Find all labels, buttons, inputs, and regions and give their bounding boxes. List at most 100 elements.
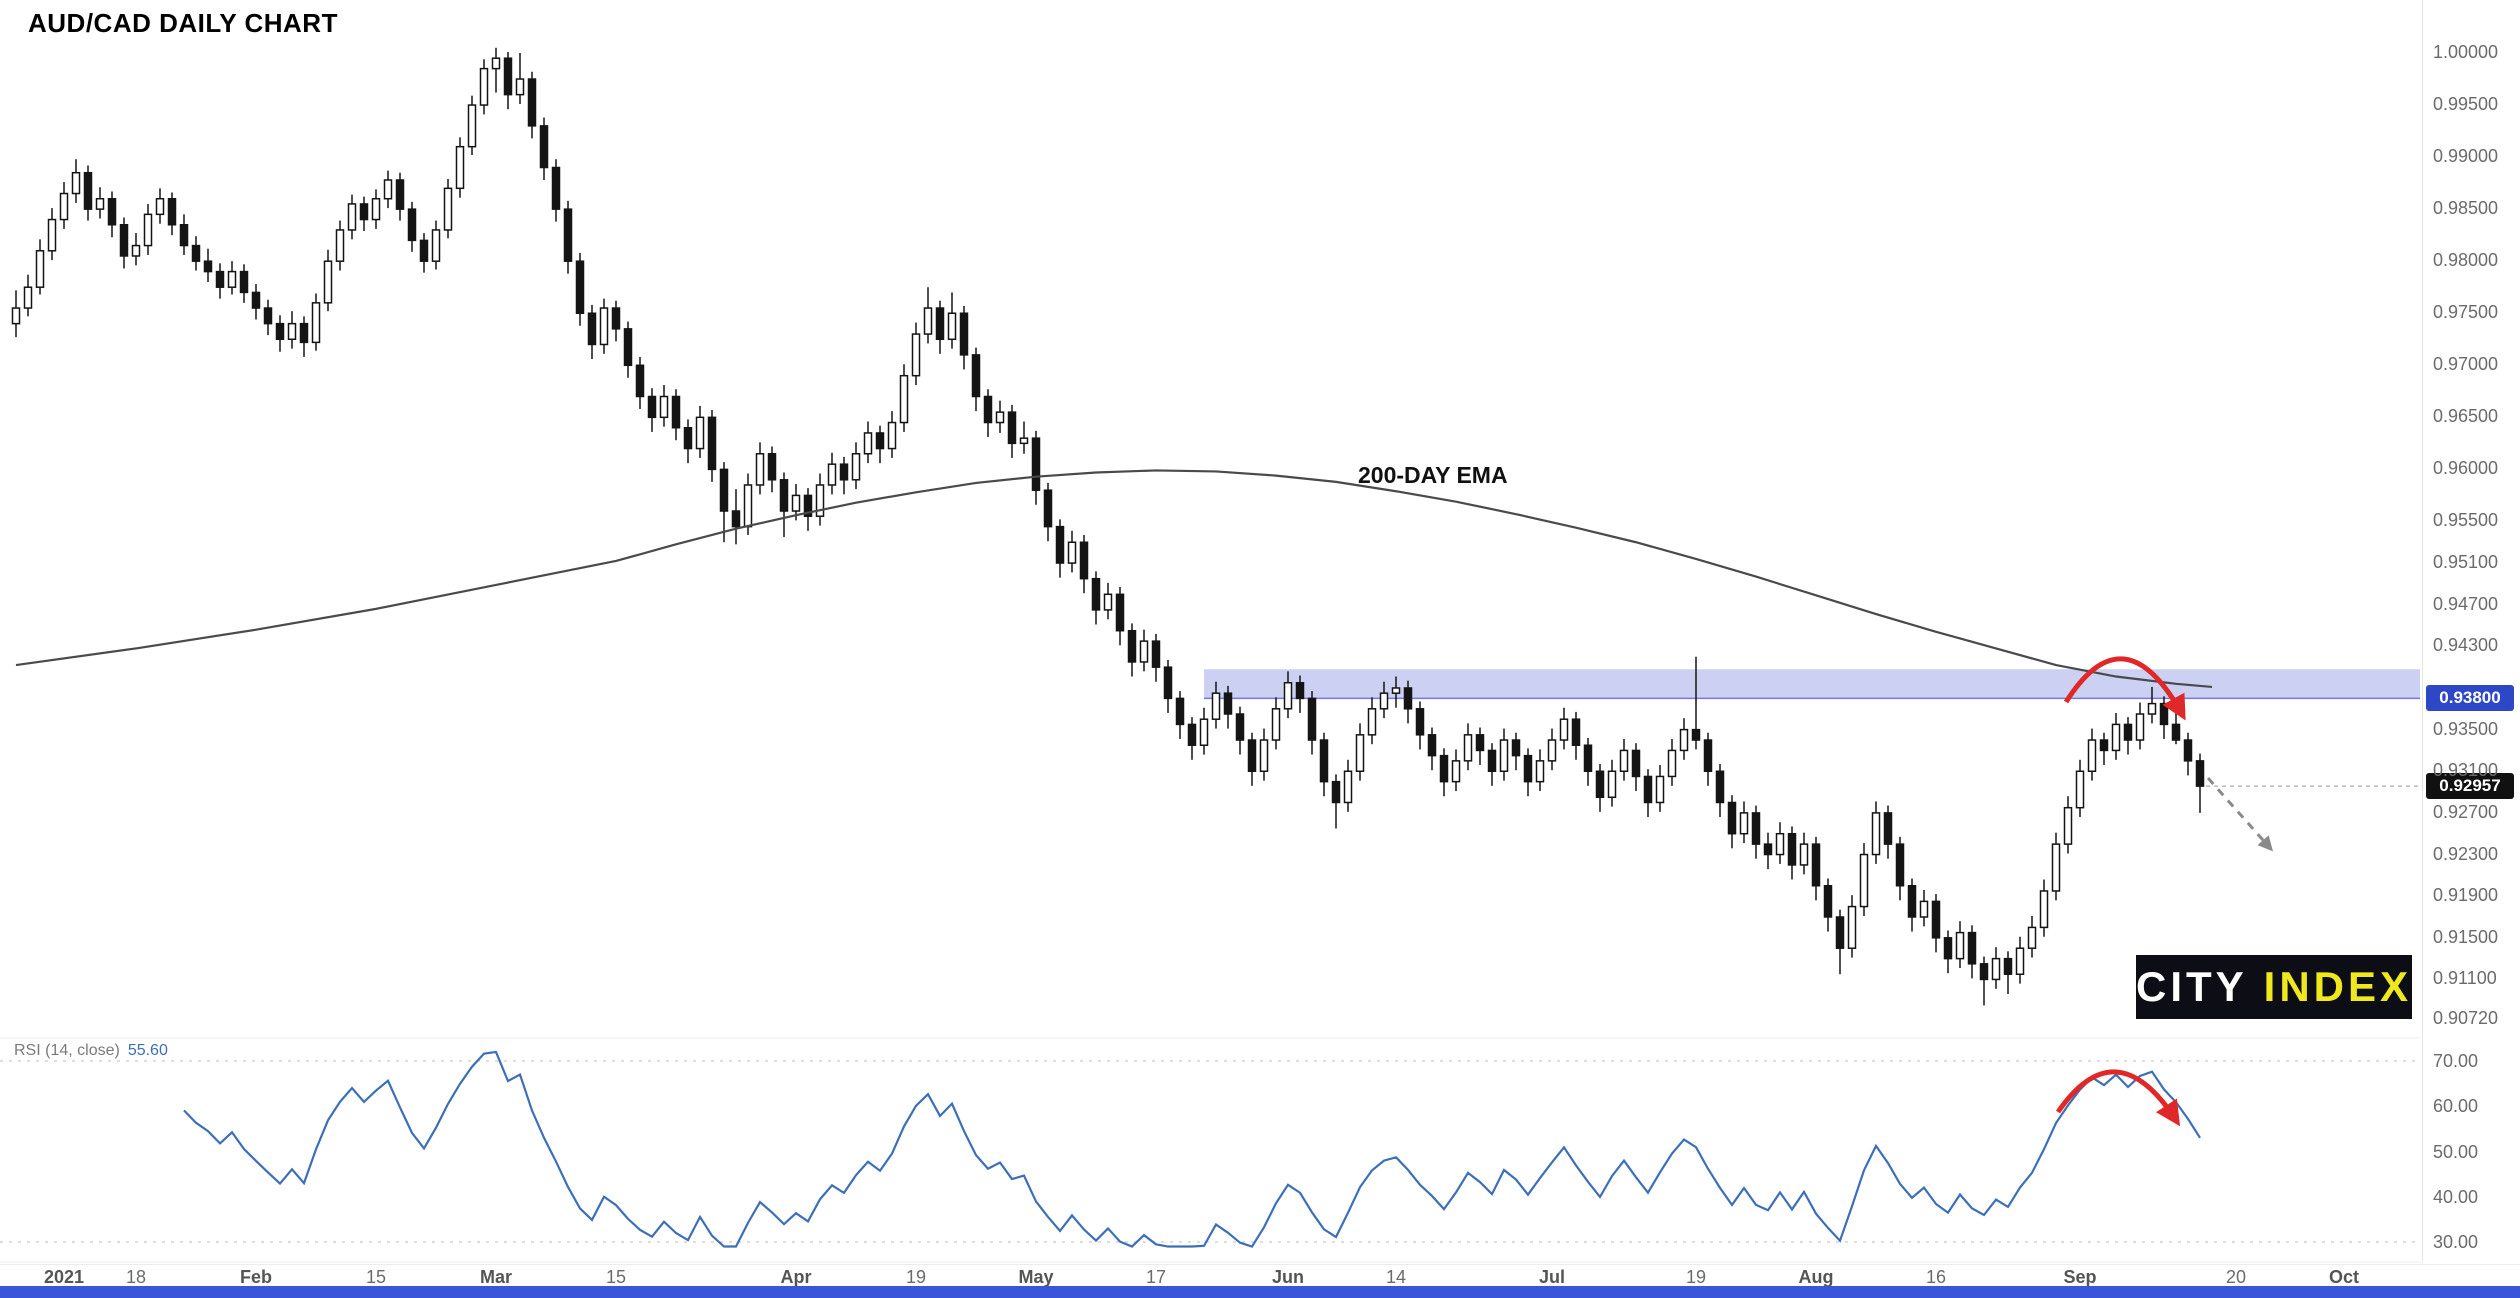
price-axis[interactable]: 0.93800 0.92957 1.00000 0.99500 0.99000 0.9… xyxy=(2422,0,2520,1262)
ema-overlay[interactable] xyxy=(15,469,2213,689)
candle-body xyxy=(1439,754,1449,783)
candle-body xyxy=(2159,702,2169,726)
resistance-price-badge: 0.93800 xyxy=(2426,685,2514,712)
candle-body xyxy=(2111,723,2121,752)
candle-body xyxy=(443,187,453,231)
candle-body xyxy=(1031,437,1041,491)
candle-body xyxy=(1931,900,1941,939)
candle-body xyxy=(1295,682,1305,700)
candle-body xyxy=(947,312,957,341)
candle-body xyxy=(1055,525,1065,564)
time-axis[interactable]: 2021 18 Feb 15 Mar 15 Apr 19 May 17 Jun 14 Jul 19 Aug 1… xyxy=(0,1264,2520,1287)
candle-body xyxy=(455,145,465,190)
candle-body xyxy=(371,197,381,221)
candle-body xyxy=(407,208,417,242)
candle-body xyxy=(1427,734,1437,757)
candle-body xyxy=(1535,760,1545,783)
candle-body xyxy=(167,197,177,226)
candle-body xyxy=(1307,697,1317,741)
rsi-indicator-label[interactable]: RSI (14, close) 55.60 xyxy=(14,1042,168,1060)
candle-body xyxy=(1355,734,1365,773)
candle-body xyxy=(611,307,621,330)
candle-body xyxy=(743,484,753,528)
candle-body xyxy=(23,286,33,309)
price-tick-label: 0.99000 xyxy=(2433,146,2499,167)
candle-body xyxy=(1847,905,1857,949)
logo-word-index: INDEX xyxy=(2263,963,2413,1010)
logo-word-city: CITY xyxy=(2135,963,2248,1010)
candle-body xyxy=(71,171,81,195)
candle-body xyxy=(1283,682,1293,710)
candle-body xyxy=(1871,812,1881,856)
candle-body xyxy=(1475,734,1485,752)
candle-body xyxy=(839,463,849,481)
rsi-indicator-name: RSI (14, close) xyxy=(14,1042,120,1059)
candle-body xyxy=(179,224,189,247)
candle-body xyxy=(1895,843,1905,887)
candle-body xyxy=(1799,843,1809,866)
candle-body xyxy=(2075,770,2085,809)
candle-body xyxy=(983,395,993,424)
candle-body xyxy=(875,432,885,450)
time-tick-label: 20 xyxy=(2225,1267,2247,1287)
candle-body xyxy=(2039,890,2049,929)
candle-body xyxy=(1343,770,1353,804)
candle-body xyxy=(971,354,981,398)
separators-layer xyxy=(0,785,2420,1263)
candle-body xyxy=(1211,692,1221,720)
time-tick-label: Sep xyxy=(2063,1267,2097,1287)
candle-body xyxy=(1067,541,1077,564)
rsi-pane[interactable] xyxy=(0,1050,2420,1248)
candle-body xyxy=(863,432,873,455)
price-tick-label: 0.99500 xyxy=(2433,94,2499,115)
price-tick-label: 0.97500 xyxy=(2433,302,2499,323)
candle-body xyxy=(803,494,813,517)
candle-body xyxy=(275,322,285,341)
price-rejection-arrow[interactable] xyxy=(2063,656,2186,721)
rsi-tick-label: 60.00 xyxy=(2433,1096,2479,1117)
page-title: AUD/CAD DAILY CHART xyxy=(28,8,338,38)
candle-body xyxy=(527,78,537,127)
candle-body xyxy=(1679,728,1689,752)
rsi-tick-label: 70.00 xyxy=(2433,1051,2479,1071)
rsi-rollover-arrow[interactable] xyxy=(2055,1069,2181,1127)
candle-body xyxy=(995,411,1005,424)
candle-body xyxy=(2195,760,2205,787)
price-tick-label: 0.94300 xyxy=(2433,635,2499,656)
candle-body xyxy=(431,229,441,262)
rsi-tick-label: 30.00 xyxy=(2433,1232,2479,1252)
ema-line[interactable] xyxy=(15,469,2213,689)
candle-body xyxy=(671,395,681,429)
time-tick-label: May xyxy=(1018,1267,1054,1287)
candle-body xyxy=(131,244,141,257)
candle-body xyxy=(1643,775,1653,804)
candle-body xyxy=(1595,770,1605,799)
projection-arrow[interactable] xyxy=(2206,777,2273,852)
candle-body xyxy=(251,291,261,309)
candle-body xyxy=(2003,957,2013,975)
candle-body xyxy=(1919,900,1929,918)
candle-body xyxy=(1007,411,1017,445)
candle-body xyxy=(467,104,477,148)
candle-body xyxy=(227,270,237,288)
candle-body xyxy=(767,453,777,481)
price-tick-label: 0.91100 xyxy=(2433,968,2497,989)
candle-body xyxy=(1715,770,1725,804)
candle-body xyxy=(1667,749,1677,778)
time-tick-label: 18 xyxy=(125,1267,147,1287)
annotations-layer[interactable] xyxy=(2055,656,2273,1127)
candlestick-series[interactable] xyxy=(11,47,2205,1006)
candle-body xyxy=(1859,853,1869,908)
candle-body xyxy=(551,166,561,210)
candle-body xyxy=(2135,713,2145,741)
candle-body xyxy=(623,328,633,367)
candle-body xyxy=(791,494,801,512)
price-tick-label: 0.98500 xyxy=(2433,198,2499,219)
time-tick-label: Aug xyxy=(1798,1267,1834,1287)
candle-body xyxy=(1979,963,1989,981)
rsi-line[interactable] xyxy=(183,1050,2201,1248)
candle-body xyxy=(2051,843,2061,892)
candle-body xyxy=(719,468,729,512)
time-tick-label: Jun xyxy=(1271,1267,1305,1287)
